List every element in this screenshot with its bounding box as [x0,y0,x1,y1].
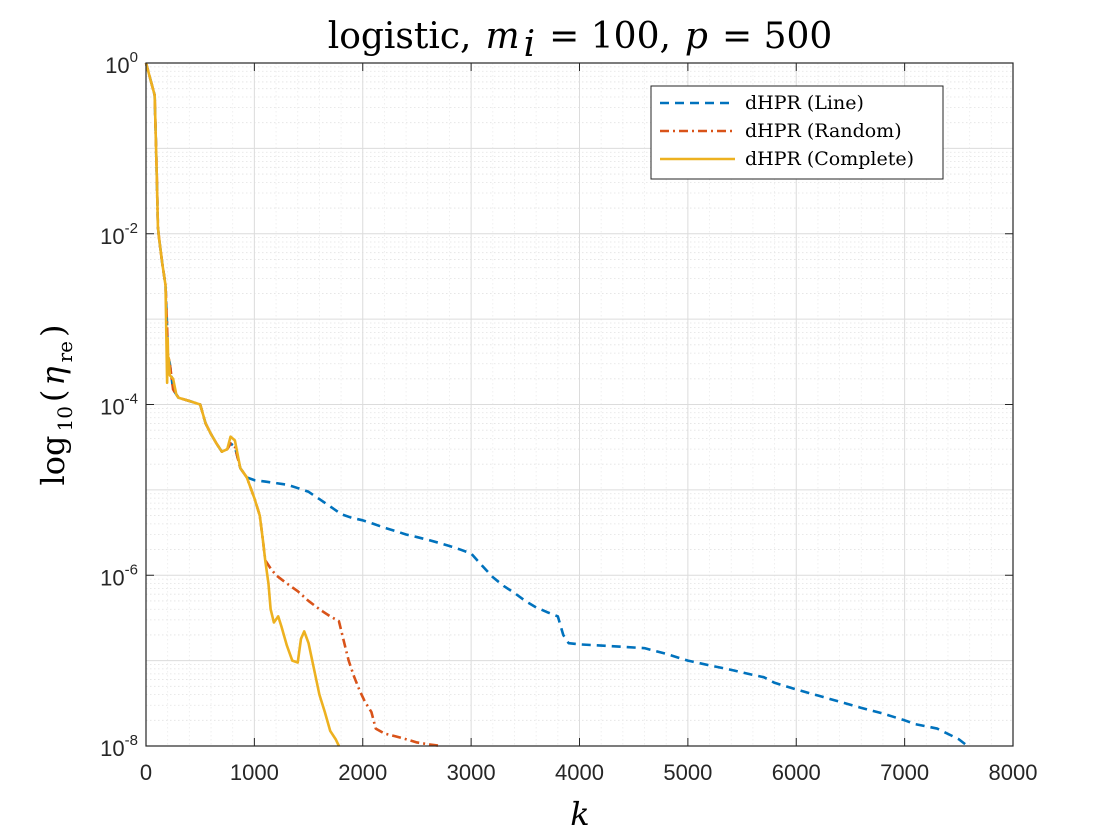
x-tick-label: 1000 [230,760,279,785]
x-tick-label: 0 [140,760,152,785]
y-tick-label: 10-2 [100,220,138,249]
title-var-m-sub: i [524,24,536,65]
x-tick-label: 6000 [772,760,821,785]
y-tick-label: 100 [105,49,138,78]
y-label-sym-sub: re [53,341,77,362]
y-tick-label: 10-6 [100,561,138,590]
legend-label-3: dHPR (Complete) [745,148,914,170]
legend-label-2: dHPR (Random) [745,120,902,142]
chart-title: logistic, m i = 100, p = 500 [328,16,833,65]
series-line-1 [144,62,969,748]
y-label-func-sub: 10 [53,406,77,431]
y-axis-ticks: 100 10-2 10-4 10-6 10-8 [100,49,1013,761]
y-label-func: log [34,436,72,486]
x-tick-label: 3000 [447,760,496,785]
x-axis-ticks: 0 1000 2000 3000 4000 5000 6000 7000 8000 [140,63,1038,785]
y-label-close: ) [34,325,72,337]
title-eq-500: = 500 [722,16,832,57]
y-label-sym: η [34,366,72,385]
legend-label-1: dHPR (Line) [745,92,864,114]
legend-box [650,85,944,180]
x-tick-label: 8000 [989,760,1038,785]
x-tick-label: 4000 [555,760,604,785]
x-tick-label: 7000 [880,760,929,785]
x-tick-label: 5000 [663,760,712,785]
y-tick-label: 10-8 [100,732,138,761]
title-var-p: p [685,16,708,57]
legend: dHPR (Line) dHPR (Random) dHPR (Complete) [650,85,944,180]
x-tick-label: 2000 [338,760,387,785]
y-axis-label-group: log 10 ( η re ) [34,325,77,486]
series-line-3 [144,62,341,747]
y-axis-label: log 10 ( η re ) [34,325,77,486]
title-var-m: m [486,16,520,57]
x-axis-label: k [570,795,589,833]
title-eq-100: = 100, [549,16,671,57]
y-tick-label: 10-4 [100,391,138,420]
y-label-open: ( [34,390,72,402]
title-prefix: logistic, [328,16,472,57]
series-layer [144,62,969,748]
